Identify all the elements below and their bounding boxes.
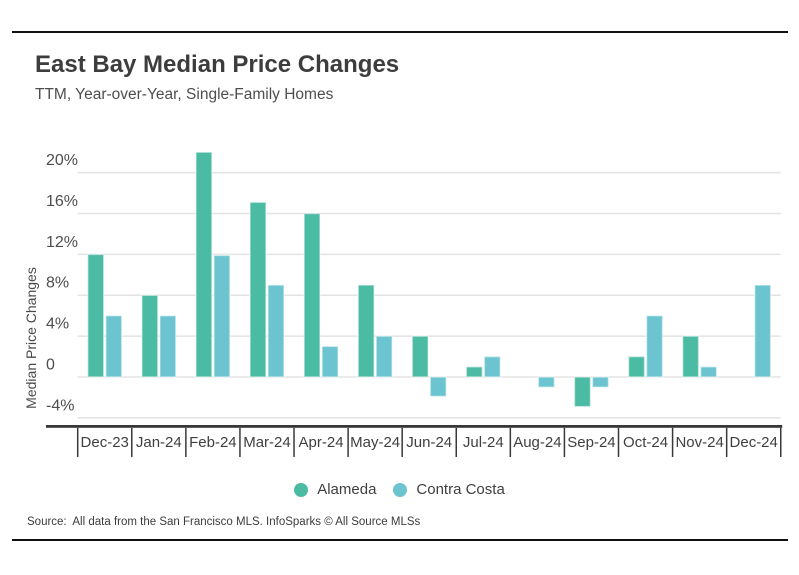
bar-contra-costa <box>375 335 393 378</box>
bar-contra-costa <box>104 314 123 378</box>
bar-contra-costa <box>213 254 231 378</box>
y-tick-label: 20% <box>46 152 78 169</box>
chart-subtitle: TTM, Year-over-Year, Single-Family Homes <box>35 86 334 103</box>
top-divider <box>12 31 788 33</box>
bar-contra-costa <box>321 345 339 378</box>
bar-contra-costa <box>483 355 502 378</box>
bar-chart: 20% 16% 12% 8% 4% 0 -4% Median Price Changes Dec… <box>23 151 783 457</box>
x-tick-label: Jan-24 <box>136 434 182 451</box>
bar-alameda <box>627 355 646 378</box>
x-axis-line <box>46 425 783 428</box>
bar-alameda <box>681 335 700 378</box>
chart-legend: Alameda Contra Costa <box>0 481 799 498</box>
y-tick-label: -4% <box>46 397 74 414</box>
x-tick-label: Sep-24 <box>567 434 615 451</box>
bar-alameda <box>86 253 105 378</box>
legend-item-contra-costa: Contra Costa <box>393 481 505 498</box>
legend-item-alameda: Alameda <box>294 481 376 498</box>
x-tick-label: Oct-24 <box>623 434 668 451</box>
y-tick-label: 4% <box>46 316 69 333</box>
alameda-series-dot-icon <box>294 482 309 497</box>
x-tick-label: May-24 <box>350 434 400 451</box>
bar-alameda <box>195 151 213 378</box>
y-tick-label: 0 <box>46 357 55 374</box>
contra-costa-series-dot-icon <box>393 482 408 497</box>
x-tick-label: Apr-24 <box>299 434 344 451</box>
chart-title: East Bay Median Price Changes <box>35 51 400 78</box>
bar-contra-costa <box>537 376 556 388</box>
y-axis-title: Median Price Changes <box>23 267 39 409</box>
bar-contra-costa <box>429 376 447 398</box>
bar-alameda <box>303 212 321 378</box>
y-tick-label: 8% <box>46 275 69 292</box>
bar-alameda <box>411 335 429 378</box>
x-tick-label: Nov-24 <box>675 434 723 451</box>
y-tick-label: 12% <box>46 234 78 251</box>
x-tick-label: Feb-24 <box>189 434 237 451</box>
x-tick-label: Dec-23 <box>81 434 129 451</box>
bar-contra-costa <box>645 314 664 378</box>
legend-label: Alameda <box>317 481 377 498</box>
x-tick-label: Mar-24 <box>243 434 291 451</box>
bar-contra-costa <box>267 284 285 378</box>
source-attribution: Source: All data from the San Francisco … <box>27 516 421 528</box>
x-tick-label: Dec-24 <box>730 434 778 451</box>
bar-alameda <box>357 284 375 378</box>
bar-alameda <box>141 294 159 378</box>
y-tick-label: 16% <box>46 193 78 210</box>
bar-contra-costa <box>159 314 177 378</box>
bottom-divider <box>12 539 788 541</box>
x-tick-label: Aug-24 <box>513 434 561 451</box>
bar-alameda <box>573 376 592 408</box>
x-tick-label: Jul-24 <box>463 434 504 451</box>
bar-contra-costa <box>591 376 610 388</box>
bar-alameda <box>249 201 267 378</box>
bar-contra-costa <box>699 366 718 378</box>
bar-alameda <box>465 366 484 378</box>
bar-contra-costa <box>753 284 772 378</box>
legend-label: Contra Costa <box>416 481 505 498</box>
x-tick-label: Jun-24 <box>406 434 452 451</box>
